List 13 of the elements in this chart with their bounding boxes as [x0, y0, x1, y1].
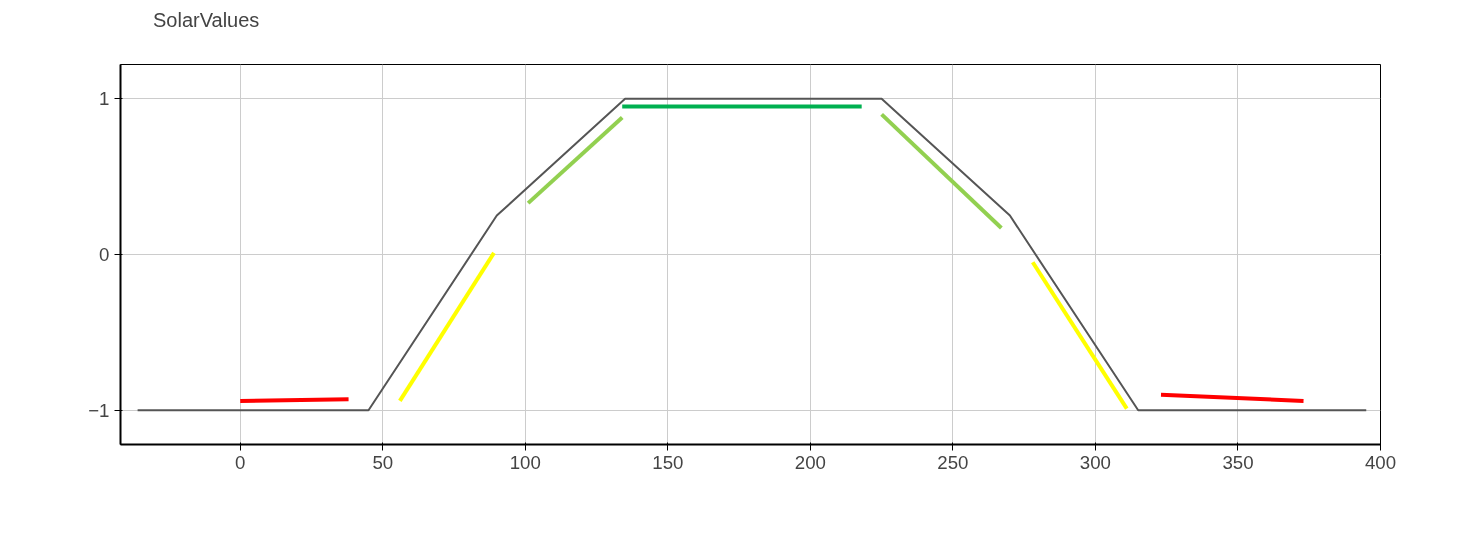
x-tick-label: 300 — [1079, 451, 1112, 473]
y-tick-label: 0 — [99, 244, 110, 265]
x-tick-label: 100 — [509, 451, 541, 473]
x-tick-label: 150 — [652, 451, 684, 473]
text: SolarValues — [153, 8, 260, 32]
x-tick-label: 200 — [794, 451, 826, 473]
x-tick-label: 350 — [1222, 451, 1254, 473]
x-tick-label: 400 — [1364, 451, 1397, 473]
x-tick-label: 0 — [235, 451, 246, 473]
x-tick-label: 50 — [372, 451, 394, 473]
x-tick-label: 250 — [937, 451, 969, 473]
y-tick-label: −1 — [88, 399, 110, 421]
y-tick-label: 1 — [99, 88, 110, 110]
